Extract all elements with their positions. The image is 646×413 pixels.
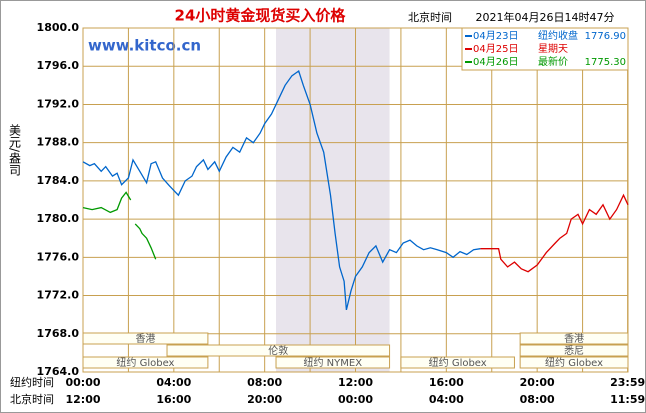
shaded-session [276,28,390,372]
x-tick-label: 16:00 [429,376,464,389]
x-tick-label-beijing: 20:00 [247,393,282,406]
y-tick-label: 1764.0 [37,365,80,378]
series-line [82,191,157,260]
session-bar [275,356,391,369]
y-axis-label-text: 美元/盎司 [8,124,22,176]
watermark: www.kitco.cn [88,37,201,55]
series-line [82,69,481,311]
y-tick-label: 1768.0 [37,327,80,340]
session-bar [519,356,629,369]
timestamp: 2021年04月26日14时47分 [476,10,615,24]
legend-name: 04月23日 [473,30,518,42]
y-tick-label: 1776.0 [37,250,80,263]
y-tick-label: 1796.0 [37,59,80,72]
x-row-label: 北京时间 [10,392,54,406]
y-tick-label: 1780.0 [37,212,80,225]
time-label: 北京时间 [408,10,452,24]
legend-note: 最新价 [538,55,568,68]
legend-name: 04月26日 [473,56,518,68]
x-tick-label-beijing: 11:59 [610,393,645,406]
x-tick-label: 00:00 [65,376,100,389]
chart-title: 24小时黄金现货买入价格 [175,7,347,25]
session-label: 纽约 NYMEX [304,356,363,369]
y-tick-label: 1792.0 [37,97,80,110]
session-label: 伦敦 [268,344,288,357]
x-tick-label-beijing: 16:00 [156,393,191,406]
x-tick-label: 20:00 [520,376,555,389]
session-label: 悉尼 [564,345,584,357]
session-bar [166,344,391,357]
session-label: 纽约 Globex [429,356,487,369]
legend-note: 纽约收盘 [538,29,578,42]
y-axis-label: 美元/盎司 [8,124,22,176]
x-tick-label: 08:00 [247,376,282,389]
legend-value: 1775.30 [585,57,626,68]
x-tick-label: 12:00 [338,376,373,389]
x-tick-label-beijing: 12:00 [65,393,100,406]
y-tick-label: 1800.0 [37,21,80,34]
x-tick-label: 04:00 [156,376,191,389]
series-line [480,193,629,273]
x-tick-label-beijing: 00:00 [338,393,373,406]
session-bar [519,344,629,357]
x-row-label: 纽约时间 [10,375,54,389]
session-bar [519,332,629,345]
y-tick-label: 1784.0 [37,174,80,187]
legend-name: 04月25日 [473,43,518,55]
session-label: 香港 [564,333,584,345]
y-tick-label: 1772.0 [37,289,80,302]
session-bar [82,332,209,345]
legend-note: 星期天 [538,43,568,55]
legend-value: 1776.90 [585,31,626,42]
session-bar [82,356,209,369]
x-tick-label-beijing: 04:00 [429,393,464,406]
session-bar [400,356,515,369]
session-label: 香港 [135,333,155,345]
legend [461,27,629,71]
session-label: 纽约 Globex [116,356,174,369]
y-tick-label: 1788.0 [37,136,80,149]
x-tick-label: 23:59 [610,376,645,389]
session-label: 纽约 Globex [545,356,603,369]
x-tick-label-beijing: 08:00 [520,393,555,406]
